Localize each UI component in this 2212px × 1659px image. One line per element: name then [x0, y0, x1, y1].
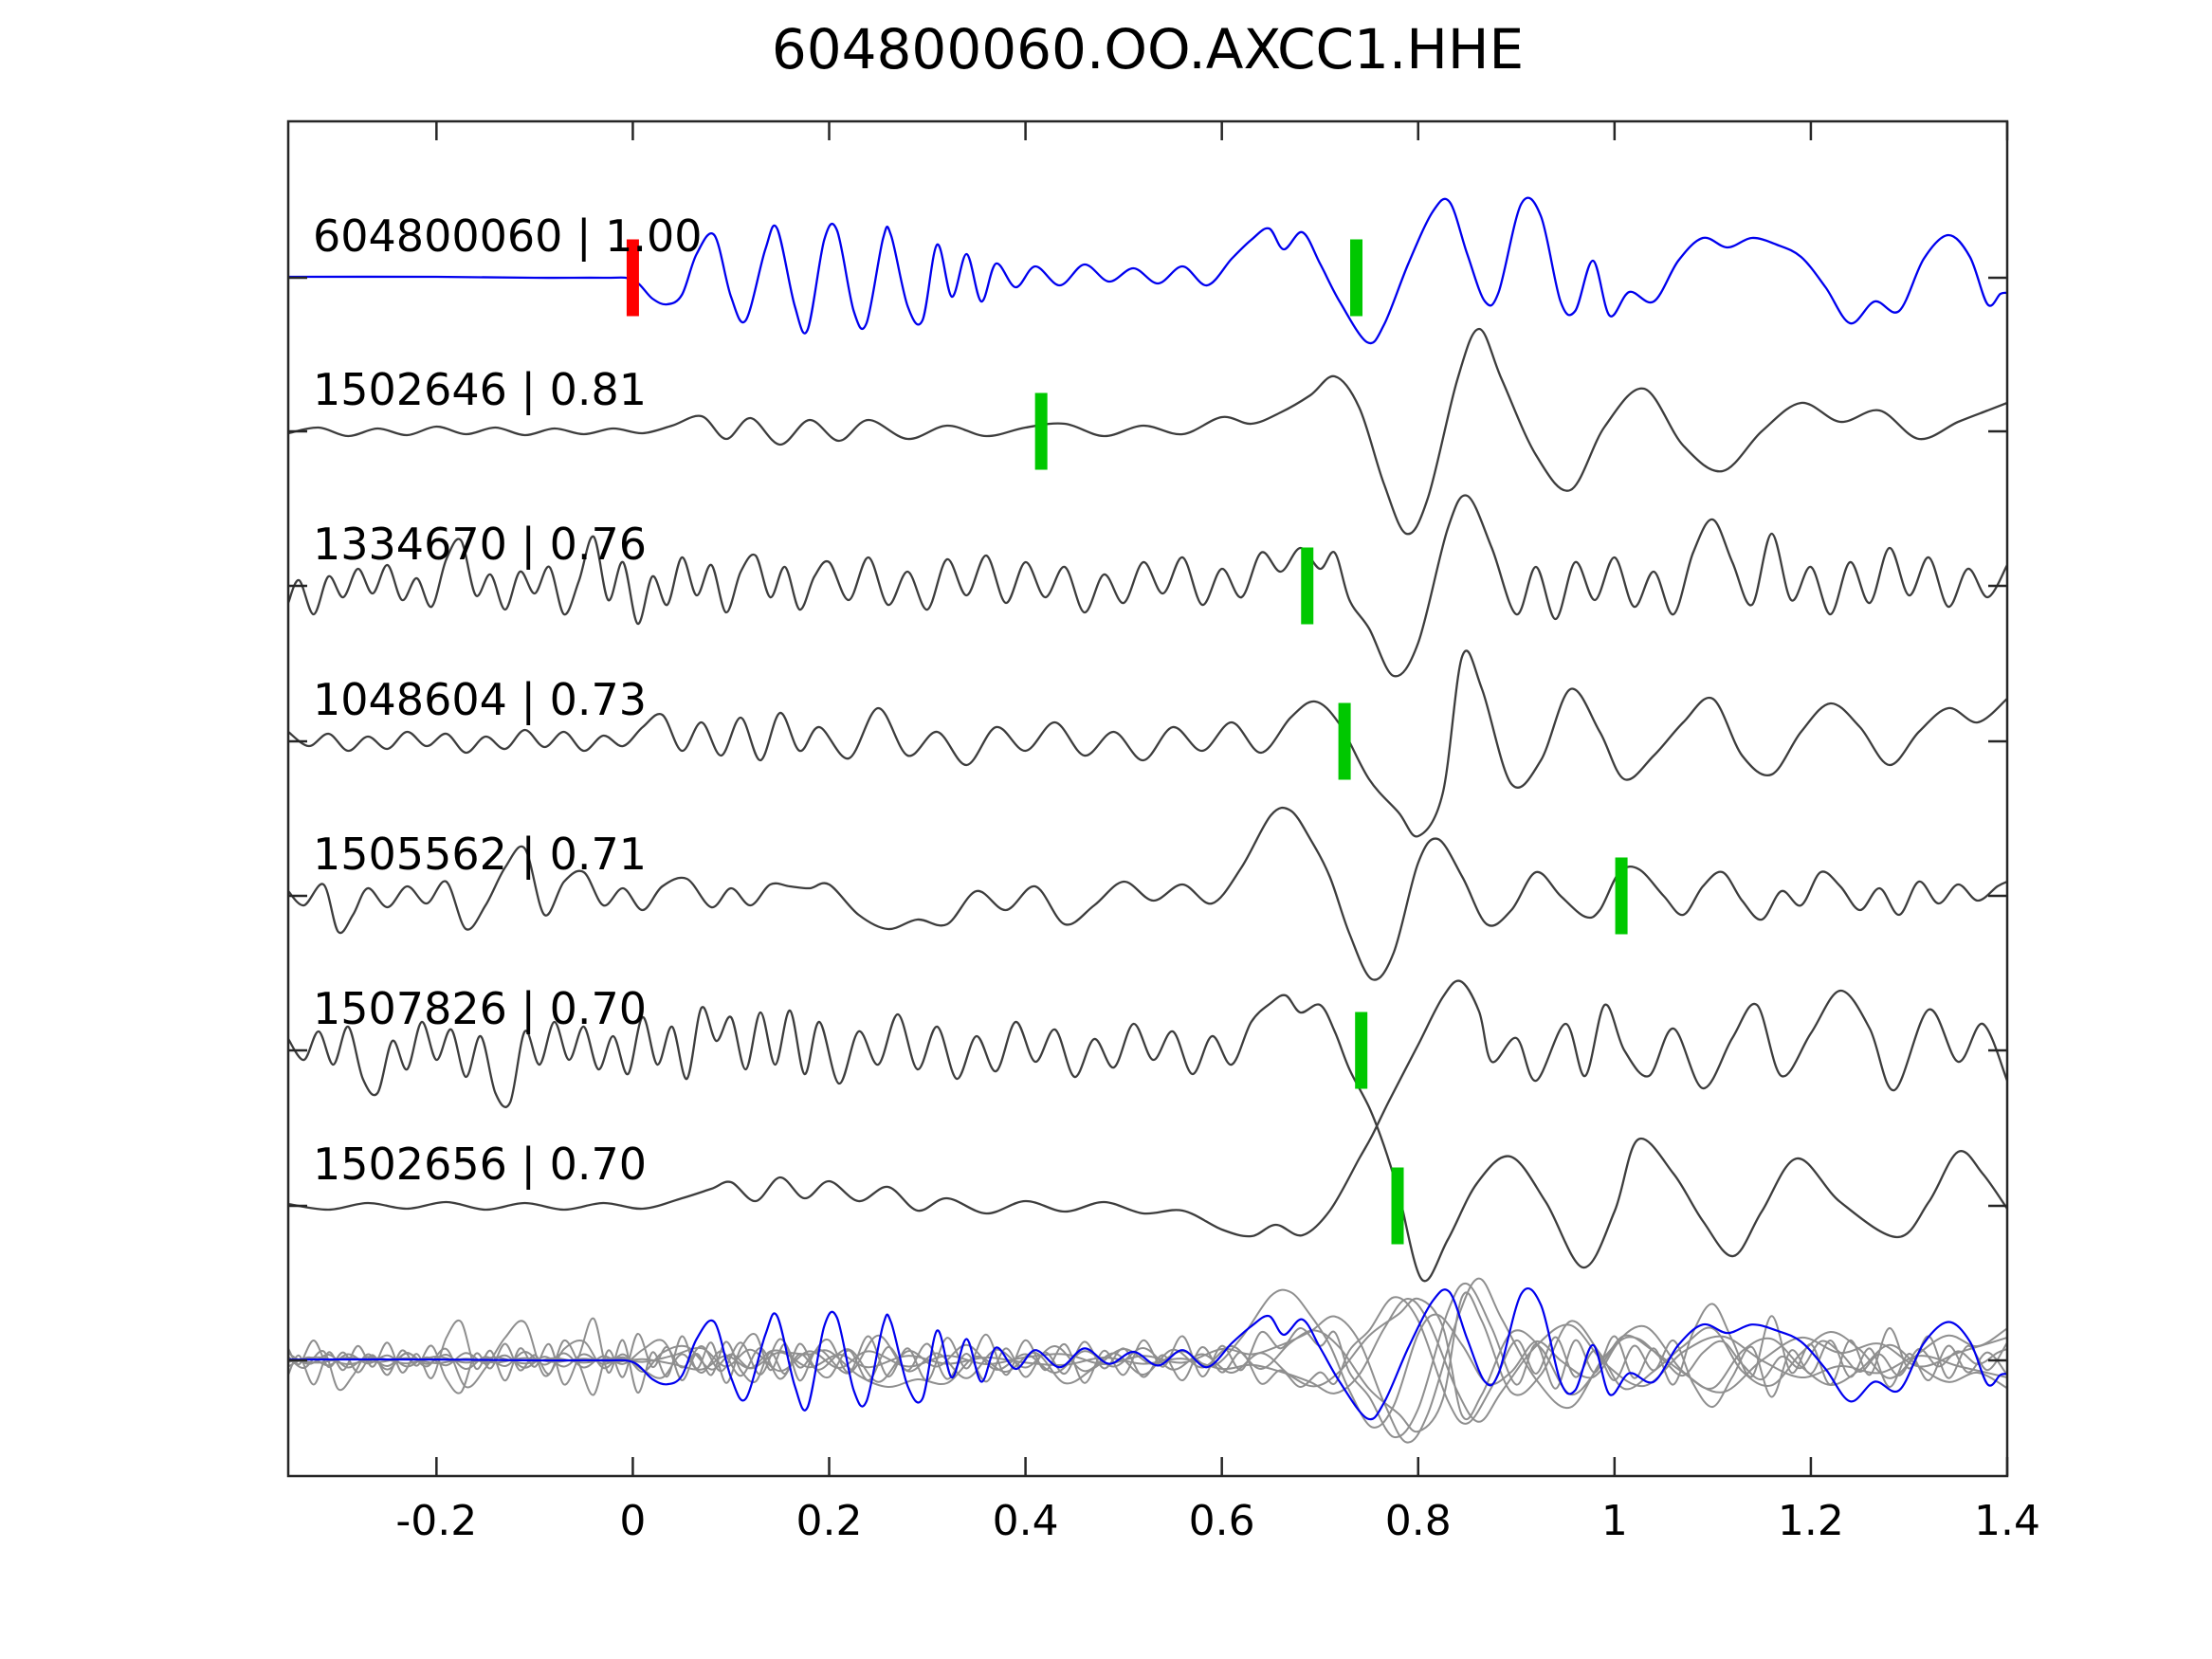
trace-label-604800060: 604800060 | 1.00	[313, 210, 703, 263]
trace-label-1502656: 1502656 | 0.70	[313, 1139, 647, 1191]
pick-marker-1334670	[1301, 547, 1314, 625]
x-tick-label: 0.4	[993, 1497, 1059, 1545]
overlay-trace	[288, 1282, 2007, 1439]
x-tick-label: 1.2	[1778, 1497, 1844, 1545]
pick-marker-1502656	[1391, 1167, 1404, 1245]
pick-marker-1505562	[1615, 857, 1628, 935]
x-tick-label: 1	[1601, 1497, 1628, 1545]
trace-waveform-1507826	[288, 994, 2007, 1283]
x-tick-label: 1.4	[1974, 1497, 2040, 1545]
x-tick-label: 0.6	[1189, 1497, 1255, 1545]
trace-waveform-1502646	[288, 327, 2007, 536]
plot-border	[286, 119, 2009, 1478]
overlay-template-trace	[288, 1287, 2007, 1421]
x-tick-label: 0	[619, 1497, 646, 1545]
trace-label-1048604: 1048604 | 0.73	[313, 674, 647, 726]
trace-label-1507826: 1507826 | 0.70	[313, 983, 647, 1035]
pick-marker-1507826	[1355, 1012, 1368, 1089]
traces-layer	[288, 196, 2007, 1444]
pick-marker-1502646	[1034, 392, 1048, 470]
trace-waveform-1502656	[288, 979, 2007, 1238]
trace-label-1502646: 1502646 | 0.81	[313, 364, 647, 416]
x-tick-label: -0.2	[395, 1497, 477, 1545]
x-tick-label: 0.8	[1385, 1497, 1452, 1545]
pick-marker-1048604	[1338, 702, 1351, 780]
trace-waveform-1334670	[288, 494, 2007, 678]
overlay-trace	[288, 1288, 2007, 1429]
trace-waveform-1505562	[288, 806, 2007, 981]
pick-marker-604800060	[1350, 239, 1363, 317]
overlay-trace	[288, 1296, 2007, 1425]
zero-time-marker-604800060	[626, 239, 639, 317]
plot-title: 604800060.OO.AXCC1.HHE	[771, 17, 1525, 82]
x-tick-label: 0.2	[796, 1497, 863, 1545]
trace-waveform-604800060	[288, 196, 2007, 345]
overlay-trace	[288, 1297, 2007, 1421]
trace-label-1505562: 1505562 | 0.71	[313, 829, 647, 881]
trace-label-1334670: 1334670 | 0.76	[313, 519, 647, 571]
trace-waveform-1048604	[288, 649, 2007, 838]
